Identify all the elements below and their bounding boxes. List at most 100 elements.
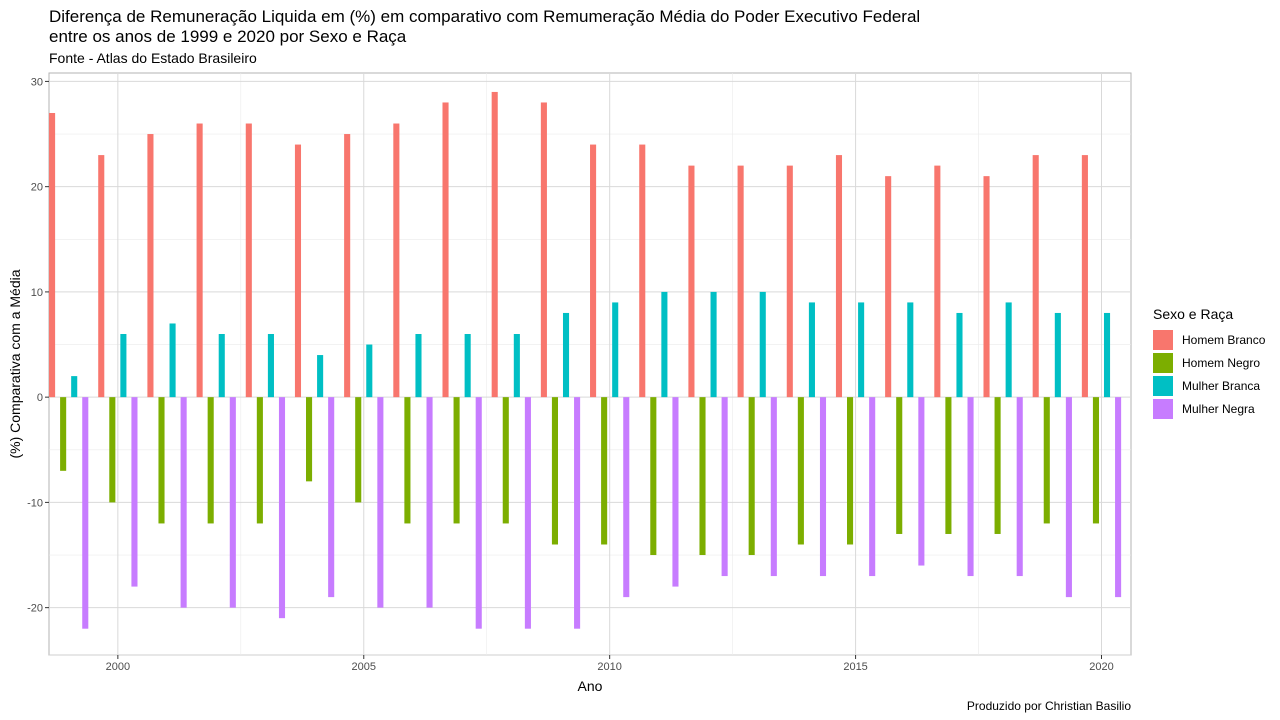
bar: [1043, 397, 1050, 524]
legend-label: Mulher Branca: [1182, 378, 1261, 393]
bar: [278, 397, 286, 619]
bar: [808, 302, 815, 398]
chart-subtitle: Fonte - Atlas do Estado Brasileiro: [49, 50, 257, 66]
bar: [366, 344, 373, 398]
bar: [1005, 302, 1012, 398]
bar: [562, 312, 570, 398]
bar: [169, 323, 176, 398]
bar: [267, 334, 274, 398]
bar: [770, 397, 777, 577]
bar: [612, 302, 619, 398]
bar: [835, 155, 843, 398]
bar: [858, 302, 865, 398]
y-axis-label: (%) Comparativa com a Média: [7, 269, 23, 458]
bar: [1081, 155, 1088, 398]
bar: [513, 334, 520, 398]
bar: [918, 397, 925, 566]
bar: [1115, 397, 1122, 598]
bar: [158, 397, 165, 524]
bar: [355, 397, 362, 503]
y-tick-label: 10: [31, 287, 43, 299]
bar: [945, 397, 952, 534]
bar: [623, 397, 630, 598]
bar: [699, 397, 706, 556]
bar: [502, 397, 509, 524]
bar: [196, 123, 203, 398]
bar: [328, 397, 335, 598]
legend-title: Sexo e Raça: [1153, 306, 1234, 322]
bar: [1065, 397, 1072, 598]
bar: [797, 397, 804, 545]
chart-caption: Produzido por Christian Basilio: [966, 699, 1131, 713]
bar: [847, 397, 854, 545]
bar: [442, 102, 449, 398]
x-tick-label: 2005: [352, 661, 376, 673]
y-tick-label: 30: [31, 76, 43, 88]
bar: [120, 334, 127, 398]
bar: [453, 397, 460, 524]
bar: [109, 397, 116, 503]
y-tick-label: 20: [31, 182, 43, 194]
bar: [650, 397, 657, 556]
bar: [1092, 397, 1100, 524]
bar: [994, 397, 1001, 534]
bar: [393, 123, 400, 398]
bar: [907, 302, 914, 398]
bar: [60, 397, 67, 471]
bar: [748, 397, 755, 556]
legend-item: Homem Branco: [1153, 328, 1265, 351]
plot-panel: [48, 72, 1132, 656]
bar: [317, 355, 324, 398]
bar: [983, 176, 990, 398]
bar: [294, 144, 302, 398]
bar: [404, 397, 411, 524]
bar: [49, 112, 56, 398]
x-tick-label: 2000: [106, 661, 130, 673]
bar: [147, 134, 154, 398]
bar: [869, 397, 876, 577]
bar: [956, 312, 963, 398]
legend-label: Mulher Negra: [1182, 401, 1255, 416]
bar: [524, 397, 531, 629]
bar: [475, 397, 482, 629]
bar: [672, 397, 679, 587]
bar: [218, 334, 225, 398]
x-axis-label: Ano: [578, 678, 603, 694]
bar: [737, 165, 744, 398]
x-tick-label: 2015: [843, 661, 867, 673]
bar: [71, 376, 78, 398]
bar: [131, 397, 138, 587]
bar: [759, 291, 766, 398]
bar: [885, 176, 892, 398]
bar: [967, 397, 974, 577]
bar-series: [49, 91, 1122, 629]
bar: [688, 165, 695, 398]
bar: [540, 102, 547, 398]
bar: [256, 397, 263, 524]
bar: [207, 397, 214, 524]
legend-label: Homem Branco: [1182, 332, 1266, 347]
y-tick-label: -20: [27, 603, 43, 615]
legend-swatch: [1153, 352, 1173, 373]
bar: [245, 123, 252, 398]
x-tick-label: 2010: [597, 661, 621, 673]
bar: [98, 155, 105, 398]
bar: [551, 397, 559, 545]
bar: [574, 397, 581, 629]
bar: [377, 397, 384, 608]
legend-swatch: [1153, 329, 1173, 350]
bar: [786, 165, 793, 398]
bar: [306, 397, 313, 482]
legend-item: Mulher Negra: [1153, 397, 1265, 420]
bar: [1103, 312, 1111, 398]
legend-item: Mulher Branca: [1153, 374, 1265, 397]
bar: [491, 91, 498, 398]
bar: [180, 397, 187, 608]
legend-label: Homem Negro: [1182, 355, 1261, 370]
bar: [82, 397, 89, 629]
chart-title: Diferença de Remuneração Liquida em (%) …: [49, 7, 921, 46]
bar: [415, 334, 422, 398]
bar: [464, 334, 471, 398]
bar: [896, 397, 903, 534]
